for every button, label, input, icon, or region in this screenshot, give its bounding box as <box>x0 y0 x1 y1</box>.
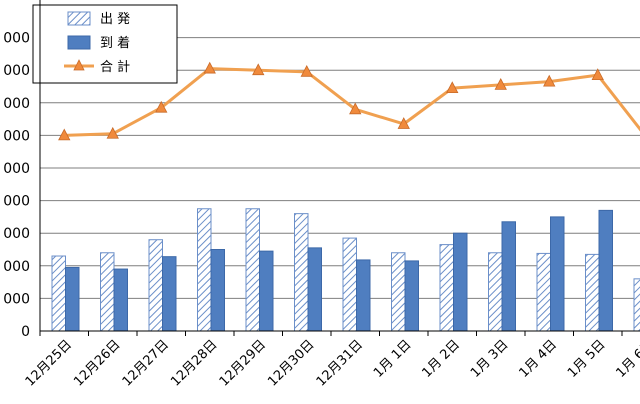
x-tick-label: 12月28日 <box>168 337 220 389</box>
bar-arrival <box>259 250 274 332</box>
x-tick-label: 1月 4日 <box>516 337 560 381</box>
total-point <box>106 126 119 139</box>
x-tick-label: 1月 2日 <box>419 337 463 381</box>
legend-label-total: 合 計 <box>100 59 130 75</box>
x-tick-label: 12月30日 <box>265 337 317 389</box>
total-point <box>155 100 168 113</box>
bar-departure <box>294 213 309 332</box>
x-tick-label: 12月29日 <box>217 337 269 389</box>
bar-departure <box>100 252 115 332</box>
bar-departure <box>148 239 163 332</box>
legend: 出 発 到 着 合 計 <box>32 4 178 84</box>
bar-departure <box>197 208 212 332</box>
y-tick-label: 000 <box>3 291 30 307</box>
bar-arrival <box>210 249 225 332</box>
total-point <box>203 61 216 74</box>
grid <box>39 37 640 336</box>
legend-swatch-arrival <box>67 35 91 50</box>
y-tick-label: 0 <box>21 324 30 340</box>
bar-arrival <box>113 268 128 332</box>
legend-label-arrival: 到 着 <box>100 35 130 51</box>
total-point <box>58 128 71 141</box>
bar-departure <box>245 208 260 332</box>
bar-departure <box>391 252 406 332</box>
y-tick-label: 000 <box>3 128 30 144</box>
legend-label-departure: 出 発 <box>100 12 130 27</box>
x-tick-label: 1月 6日 <box>613 337 640 381</box>
bar-departure <box>342 237 357 332</box>
total-line <box>58 61 640 141</box>
legend-box <box>32 4 178 84</box>
y-tick-label: 000 <box>3 161 30 177</box>
x-tick-label: 12月27日 <box>120 337 172 389</box>
bar-arrival <box>598 209 613 332</box>
legend-swatch-total-marker <box>73 59 85 71</box>
x-axis-tick-labels: 12月25日12月26日12月27日12月28日12月29日12月30日12月3… <box>23 337 640 389</box>
bar-departure <box>536 252 551 332</box>
x-tick-label: 12月26日 <box>71 337 123 389</box>
x-tick-label: 1月 3日 <box>468 337 512 381</box>
x-tick-label: 1月 1日 <box>371 337 415 381</box>
bar-arrival <box>501 221 516 332</box>
bar-arrival <box>356 259 371 332</box>
bar-arrival <box>65 266 80 332</box>
legend-swatch-departure <box>67 11 91 26</box>
bar-arrival <box>162 256 177 332</box>
total-point <box>349 102 362 115</box>
bar-arrival <box>404 260 419 332</box>
total-point <box>543 74 556 87</box>
y-tick-label: 000 <box>3 194 30 210</box>
bar-departure <box>439 244 454 332</box>
bar-arrival <box>550 216 565 332</box>
y-tick-label: 000 <box>3 96 30 112</box>
total-point <box>300 64 313 77</box>
bar-arrival <box>453 232 468 332</box>
bar-departure <box>633 278 640 332</box>
total-point <box>591 68 604 80</box>
bars <box>51 208 640 332</box>
y-tick-label: 000 <box>3 63 30 79</box>
x-tick-label: 12月25日 <box>23 337 75 389</box>
bar-arrival <box>307 247 322 332</box>
total-point <box>397 117 410 129</box>
total-point <box>446 81 459 94</box>
bar-departure <box>488 252 503 332</box>
y-tick-label: 000 <box>3 226 30 242</box>
bar-departure <box>51 255 66 332</box>
total-point <box>252 63 265 76</box>
x-tick-label: 12月31日 <box>314 337 366 389</box>
x-tick-label: 1月 5日 <box>565 337 609 381</box>
bar-departure <box>585 253 600 332</box>
y-tick-label: 000 <box>3 31 30 47</box>
total-point <box>494 78 507 90</box>
y-tick-label: 000 <box>3 259 30 275</box>
